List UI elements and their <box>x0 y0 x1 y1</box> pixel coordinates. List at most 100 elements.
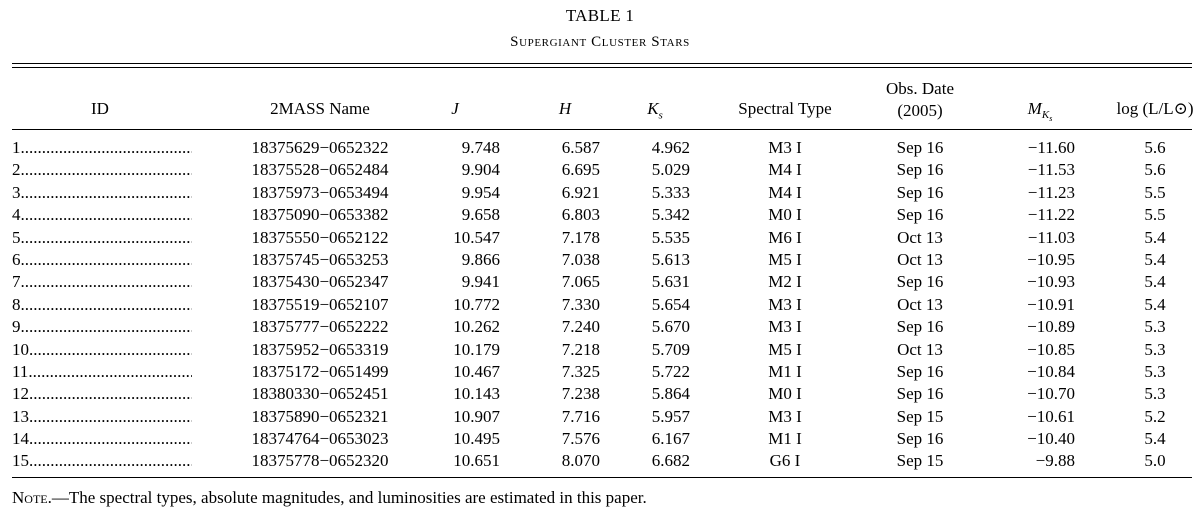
cell-2mass-name: 18375519−0652107 <box>251 294 389 314</box>
cell-ks: 5.029 <box>651 160 690 180</box>
cell-abs-mag: −10.93 <box>1027 272 1075 292</box>
cell-j: 10.907 <box>453 406 500 426</box>
cell-2mass-name: 18375172−0651499 <box>251 361 389 381</box>
cell-log-luminosity: 5.4 <box>1144 429 1166 449</box>
cell-abs-mag: −11.60 <box>1027 138 1075 157</box>
cell-ks: 5.333 <box>651 182 690 202</box>
cell-abs-mag: −10.40 <box>1027 429 1075 449</box>
cell-spectral-type: M3 I <box>768 317 802 337</box>
cell-obs-date: Sep 16 <box>896 384 944 404</box>
table-body: 1.......................................… <box>0 138 1200 474</box>
header-2mass-name: 2MASS Name <box>270 99 370 118</box>
table-row: 5.......................................… <box>0 228 1200 250</box>
cell-ks: 4.962 <box>651 138 690 157</box>
cell-abs-mag: −10.95 <box>1027 249 1075 269</box>
cell-abs-mag: −11.22 <box>1027 205 1075 225</box>
cell-obs-date: Sep 16 <box>896 272 944 292</box>
table-row: 4.......................................… <box>0 205 1200 227</box>
cell-abs-mag: −10.85 <box>1027 339 1075 359</box>
cell-2mass-name: 18375528−0652484 <box>251 160 389 180</box>
header-obs-date-line2: (2005) <box>897 101 943 120</box>
cell-log-luminosity: 5.3 <box>1144 361 1166 381</box>
table-row: 15......................................… <box>0 451 1200 473</box>
cell-spectral-type: M3 I <box>768 406 802 426</box>
cell-abs-mag: −11.03 <box>1027 227 1075 247</box>
cell-obs-date: Sep 15 <box>896 451 944 471</box>
cell-j: 10.179 <box>453 339 500 359</box>
cell-2mass-name: 18375629−0652322 <box>251 138 389 157</box>
cell-obs-date: Oct 13 <box>897 339 943 359</box>
table-row: 12......................................… <box>0 384 1200 406</box>
cell-spectral-type: M0 I <box>768 205 802 225</box>
cell-h: 7.240 <box>561 317 600 337</box>
table-row: 7.......................................… <box>0 272 1200 294</box>
top-rule-second <box>12 67 1192 68</box>
table-row: 1.......................................… <box>0 138 1200 160</box>
header-rule <box>12 129 1192 130</box>
cell-id: 8.......................................… <box>12 294 192 314</box>
cell-obs-date: Sep 16 <box>896 429 944 449</box>
cell-log-luminosity: 5.6 <box>1144 160 1166 180</box>
cell-ks: 5.535 <box>651 227 690 247</box>
cell-j: 10.467 <box>453 361 500 381</box>
cell-ks: 5.670 <box>651 317 690 337</box>
header-ks-main: K <box>647 99 659 118</box>
cell-spectral-type: M5 I <box>768 249 802 269</box>
cell-h: 7.576 <box>561 429 600 449</box>
cell-spectral-type: M3 I <box>768 294 802 314</box>
cell-h: 7.330 <box>561 294 600 314</box>
cell-ks: 5.342 <box>651 205 690 225</box>
header-mk-sub: Ks <box>1041 109 1053 124</box>
cell-spectral-type: M1 I <box>768 361 802 381</box>
cell-j: 9.748 <box>461 138 500 157</box>
table-row: 13......................................… <box>0 407 1200 429</box>
cell-log-luminosity: 5.4 <box>1144 294 1166 314</box>
cell-spectral-type: M6 I <box>768 227 802 247</box>
cell-abs-mag: −9.88 <box>1035 451 1075 471</box>
header-h: H <box>558 99 572 118</box>
cell-2mass-name: 18374764−0653023 <box>251 429 389 449</box>
header-obs-date: Obs. Date (2005) <box>860 78 980 122</box>
cell-spectral-type: G6 I <box>769 451 801 471</box>
cell-id: 9.......................................… <box>12 317 192 337</box>
cell-id: 10......................................… <box>12 339 192 359</box>
cell-log-luminosity: 5.6 <box>1144 138 1166 157</box>
cell-j: 9.866 <box>461 249 500 269</box>
cell-ks: 5.957 <box>651 406 690 426</box>
cell-2mass-name: 18375973−0653494 <box>251 182 389 202</box>
cell-obs-date: Sep 16 <box>896 205 944 225</box>
cell-2mass-name: 18375778−0652320 <box>251 451 389 471</box>
cell-id: 7.......................................… <box>12 272 192 292</box>
cell-j: 9.658 <box>461 205 500 225</box>
cell-ks: 6.167 <box>651 429 690 449</box>
table-row: 11......................................… <box>0 362 1200 384</box>
cell-id: 5.......................................… <box>12 227 192 247</box>
table-row: 9.......................................… <box>0 317 1200 339</box>
header-spectral-type: Spectral Type <box>738 99 832 118</box>
table-row: 2.......................................… <box>0 160 1200 182</box>
cell-h: 7.178 <box>561 227 600 247</box>
table-row: 6.......................................… <box>0 250 1200 272</box>
cell-log-luminosity: 5.5 <box>1144 205 1166 225</box>
header-ks: Ks <box>625 99 685 121</box>
cell-log-luminosity: 5.3 <box>1144 317 1166 337</box>
cell-spectral-type: M2 I <box>768 272 802 292</box>
cell-abs-mag: −10.91 <box>1027 294 1075 314</box>
cell-spectral-type: M0 I <box>768 384 802 404</box>
cell-obs-date: Sep 16 <box>896 138 944 157</box>
cell-2mass-name: 18375430−0652347 <box>251 272 389 292</box>
cell-spectral-type: M1 I <box>768 429 802 449</box>
header-ks-sub: s <box>658 109 663 122</box>
cell-abs-mag: −10.61 <box>1027 406 1075 426</box>
cell-2mass-name: 18375745−0653253 <box>251 249 389 269</box>
cell-id: 12......................................… <box>12 384 192 404</box>
cell-j: 10.262 <box>453 317 500 337</box>
cell-abs-mag: −11.53 <box>1027 160 1075 180</box>
cell-j: 10.547 <box>453 227 500 247</box>
cell-obs-date: Sep 16 <box>896 182 944 202</box>
cell-ks: 5.864 <box>651 384 690 404</box>
table-row: 14......................................… <box>0 429 1200 451</box>
cell-h: 7.218 <box>561 339 600 359</box>
cell-2mass-name: 18375090−0653382 <box>251 205 389 225</box>
